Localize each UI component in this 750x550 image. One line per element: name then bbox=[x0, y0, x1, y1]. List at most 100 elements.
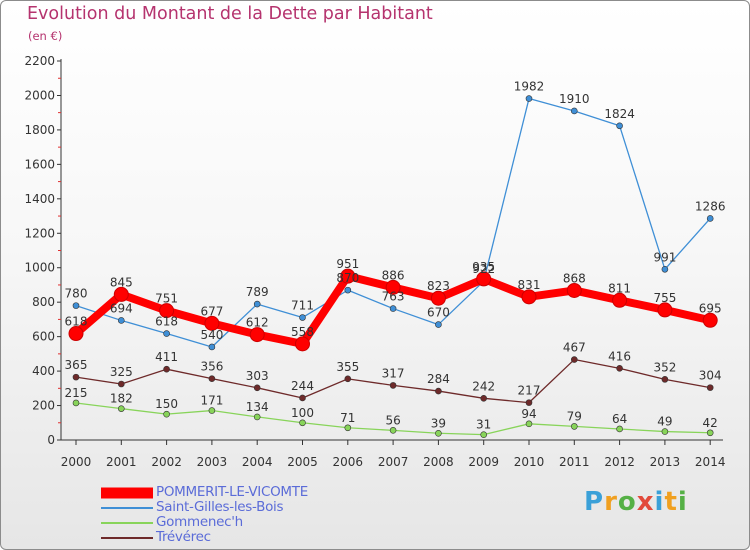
x-tick-label: 2006 bbox=[333, 455, 364, 469]
x-tick-label: 2011 bbox=[559, 455, 590, 469]
data-label-0: 751 bbox=[155, 292, 178, 306]
data-label-0: 677 bbox=[200, 304, 223, 318]
data-label-3: 355 bbox=[336, 360, 359, 374]
data-point-2 bbox=[163, 410, 170, 418]
y-tick-label: 800 bbox=[32, 295, 55, 309]
x-tick-label: 2009 bbox=[468, 455, 499, 469]
data-label-2: 150 bbox=[155, 397, 178, 411]
data-point-1 bbox=[72, 302, 80, 309]
data-label-3: 317 bbox=[382, 366, 405, 380]
data-label-2: 42 bbox=[703, 416, 718, 430]
data-point-0 bbox=[430, 290, 446, 306]
y-tick-label: 1000 bbox=[24, 261, 55, 275]
data-label-1: 540 bbox=[200, 328, 223, 342]
data-label-0: 935 bbox=[472, 260, 495, 274]
data-label-0: 558 bbox=[291, 325, 314, 339]
data-point-0 bbox=[68, 326, 84, 342]
data-label-0: 695 bbox=[699, 301, 722, 315]
legend-swatch bbox=[101, 487, 153, 498]
data-label-1: 1286 bbox=[695, 199, 726, 213]
data-point-3 bbox=[208, 375, 216, 382]
y-tick-label: 2000 bbox=[24, 88, 55, 102]
y-tick-label: 1800 bbox=[24, 123, 55, 137]
data-point-2 bbox=[344, 424, 352, 432]
data-point-1 bbox=[344, 286, 352, 294]
data-label-3: 242 bbox=[472, 379, 495, 393]
x-tick-label: 2010 bbox=[514, 455, 545, 469]
data-point-1 bbox=[570, 107, 578, 115]
data-point-2 bbox=[570, 423, 578, 430]
x-tick-label: 2008 bbox=[423, 455, 454, 469]
data-label-2: 31 bbox=[476, 418, 491, 432]
data-label-0: 823 bbox=[427, 279, 450, 293]
data-label-1: 789 bbox=[246, 285, 269, 299]
data-label-3: 356 bbox=[200, 360, 223, 374]
x-tick-label: 2013 bbox=[650, 455, 681, 469]
data-point-3 bbox=[72, 373, 80, 381]
data-label-1: 780 bbox=[65, 287, 88, 301]
x-tick-label: 2000 bbox=[61, 455, 92, 469]
data-point-2 bbox=[389, 427, 397, 434]
data-label-1: 711 bbox=[291, 299, 314, 313]
data-label-2: 134 bbox=[246, 400, 269, 414]
legend-label: Gommenec'h bbox=[156, 514, 243, 530]
data-point-3 bbox=[299, 394, 306, 402]
data-label-2: 100 bbox=[291, 406, 314, 420]
data-point-3 bbox=[435, 387, 442, 395]
data-label-1: 618 bbox=[155, 315, 178, 329]
data-point-0 bbox=[340, 268, 356, 284]
data-label-0: 831 bbox=[518, 278, 541, 292]
data-label-3: 217 bbox=[518, 384, 541, 398]
data-point-0 bbox=[476, 271, 492, 287]
data-label-1: 1824 bbox=[604, 107, 635, 121]
chart-subtitle: (en €) bbox=[28, 29, 63, 43]
data-point-2 bbox=[706, 429, 714, 437]
data-point-0 bbox=[702, 312, 718, 328]
x-tick-label: 2007 bbox=[378, 455, 409, 469]
proxiti-logo: Proxiti bbox=[584, 487, 688, 517]
legend-label: Trévérec bbox=[156, 529, 211, 545]
data-point-1 bbox=[253, 300, 261, 308]
data-label-2: 171 bbox=[200, 394, 223, 408]
data-point-0 bbox=[612, 292, 628, 308]
data-label-2: 215 bbox=[65, 386, 88, 400]
data-label-1: 870 bbox=[336, 271, 359, 285]
data-label-3: 411 bbox=[155, 350, 178, 364]
data-point-1 bbox=[299, 314, 306, 321]
legend-swatch bbox=[101, 506, 153, 509]
legend-label: POMMERIT-LE-VICOMTE bbox=[156, 484, 308, 500]
y-tick-label: 200 bbox=[32, 399, 55, 413]
data-point-3 bbox=[525, 399, 533, 406]
data-label-3: 416 bbox=[608, 349, 631, 363]
data-label-3: 303 bbox=[246, 369, 269, 383]
data-point-2 bbox=[72, 399, 80, 407]
data-label-0: 868 bbox=[563, 271, 586, 285]
data-label-0: 612 bbox=[246, 316, 269, 330]
legend-label: Saint-Gilles-les-Bois bbox=[156, 499, 284, 515]
x-tick-label: 2012 bbox=[604, 455, 635, 469]
data-point-3 bbox=[344, 375, 352, 383]
data-point-2 bbox=[661, 428, 669, 435]
data-point-0 bbox=[566, 282, 582, 298]
data-label-2: 79 bbox=[567, 409, 582, 423]
data-point-2 bbox=[480, 431, 488, 438]
x-tick-label: 2002 bbox=[151, 455, 182, 469]
data-point-3 bbox=[706, 384, 714, 391]
y-tick-label: 1600 bbox=[24, 157, 55, 171]
data-label-2: 94 bbox=[521, 407, 536, 421]
data-point-1 bbox=[525, 95, 533, 102]
data-point-0 bbox=[204, 315, 220, 331]
data-point-1 bbox=[389, 305, 397, 312]
data-point-0 bbox=[295, 336, 310, 352]
data-point-2 bbox=[616, 425, 623, 433]
x-tick-label: 2004 bbox=[242, 455, 273, 469]
legend-swatch bbox=[101, 536, 153, 539]
data-point-3 bbox=[389, 382, 397, 389]
x-tick-label: 2014 bbox=[695, 455, 726, 469]
data-label-2: 56 bbox=[385, 413, 400, 427]
data-label-3: 325 bbox=[110, 365, 133, 379]
data-point-3 bbox=[661, 376, 669, 383]
y-tick-label: 2200 bbox=[24, 54, 55, 68]
